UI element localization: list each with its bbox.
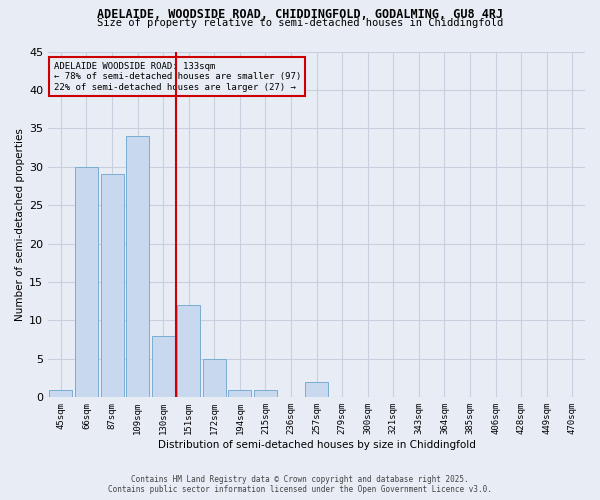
Bar	[254, 390, 277, 398]
Bar	[49, 390, 73, 398]
X-axis label: Distribution of semi-detached houses by size in Chiddingfold: Distribution of semi-detached houses by …	[158, 440, 476, 450]
Bar	[152, 336, 175, 398]
Bar	[75, 167, 98, 398]
Bar	[305, 382, 328, 398]
Bar	[126, 136, 149, 398]
Bar	[101, 174, 124, 398]
Text: ADELAIDE, WOODSIDE ROAD, CHIDDINGFOLD, GODALMING, GU8 4RJ: ADELAIDE, WOODSIDE ROAD, CHIDDINGFOLD, G…	[97, 8, 503, 20]
Text: ADELAIDE WOODSIDE ROAD: 133sqm
← 78% of semi-detached houses are smaller (97)
22: ADELAIDE WOODSIDE ROAD: 133sqm ← 78% of …	[53, 62, 301, 92]
Bar	[229, 390, 251, 398]
Bar	[203, 359, 226, 398]
Text: Size of property relative to semi-detached houses in Chiddingfold: Size of property relative to semi-detach…	[97, 18, 503, 28]
Bar	[177, 305, 200, 398]
Y-axis label: Number of semi-detached properties: Number of semi-detached properties	[15, 128, 25, 321]
Text: Contains HM Land Registry data © Crown copyright and database right 2025.
Contai: Contains HM Land Registry data © Crown c…	[108, 474, 492, 494]
